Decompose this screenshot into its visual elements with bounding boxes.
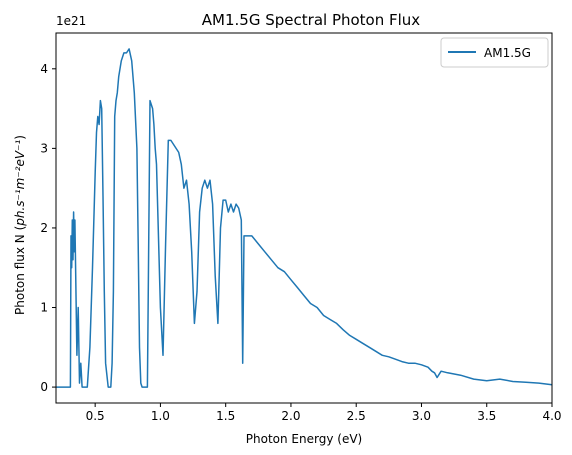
x-axis: 0.5 1.0 1.5 2.0 2.5 3.0 3.5 4.0 — [86, 403, 562, 423]
x-tick-label: 0.5 — [86, 409, 105, 423]
legend-box — [440, 37, 549, 68]
x-tick-label: 2.5 — [347, 409, 366, 423]
y-tick-label: 2 — [40, 221, 48, 235]
y-axis-label-suffix: ) — [13, 135, 27, 140]
y-axis-label: Photon flux N (ph.s⁻¹m⁻²eV⁻¹) — [13, 135, 27, 315]
y-tick-label: 0 — [40, 380, 48, 394]
y-multiplier-label: 1e21 — [56, 14, 86, 28]
x-tick-label: 4.0 — [542, 409, 561, 423]
x-tick-label: 2.0 — [281, 409, 300, 423]
series-line-am1-5g — [56, 48, 553, 388]
x-tick-label: 3.5 — [477, 409, 496, 423]
plot-frame — [55, 32, 553, 404]
y-axis-label-units: ph.s⁻¹m⁻²eV⁻¹ — [13, 140, 27, 227]
legend: AM1.5G — [440, 37, 549, 68]
y-tick-label: 4 — [40, 62, 48, 76]
y-axis-label-prefix: Photon flux N ( — [13, 226, 27, 315]
x-tick-label: 3.0 — [412, 409, 431, 423]
x-tick-label: 1.5 — [216, 409, 235, 423]
x-tick-label: 1.0 — [151, 409, 170, 423]
y-tick-label: 1 — [40, 301, 48, 315]
x-axis-label: Photon Energy (eV) — [246, 432, 362, 446]
legend-label: AM1.5G — [484, 46, 531, 60]
y-axis: 0 1 2 3 4 — [40, 62, 56, 394]
plot-area — [56, 48, 553, 388]
chart-title: AM1.5G Spectral Photon Flux — [202, 11, 421, 29]
y-tick-label: 3 — [40, 141, 48, 155]
